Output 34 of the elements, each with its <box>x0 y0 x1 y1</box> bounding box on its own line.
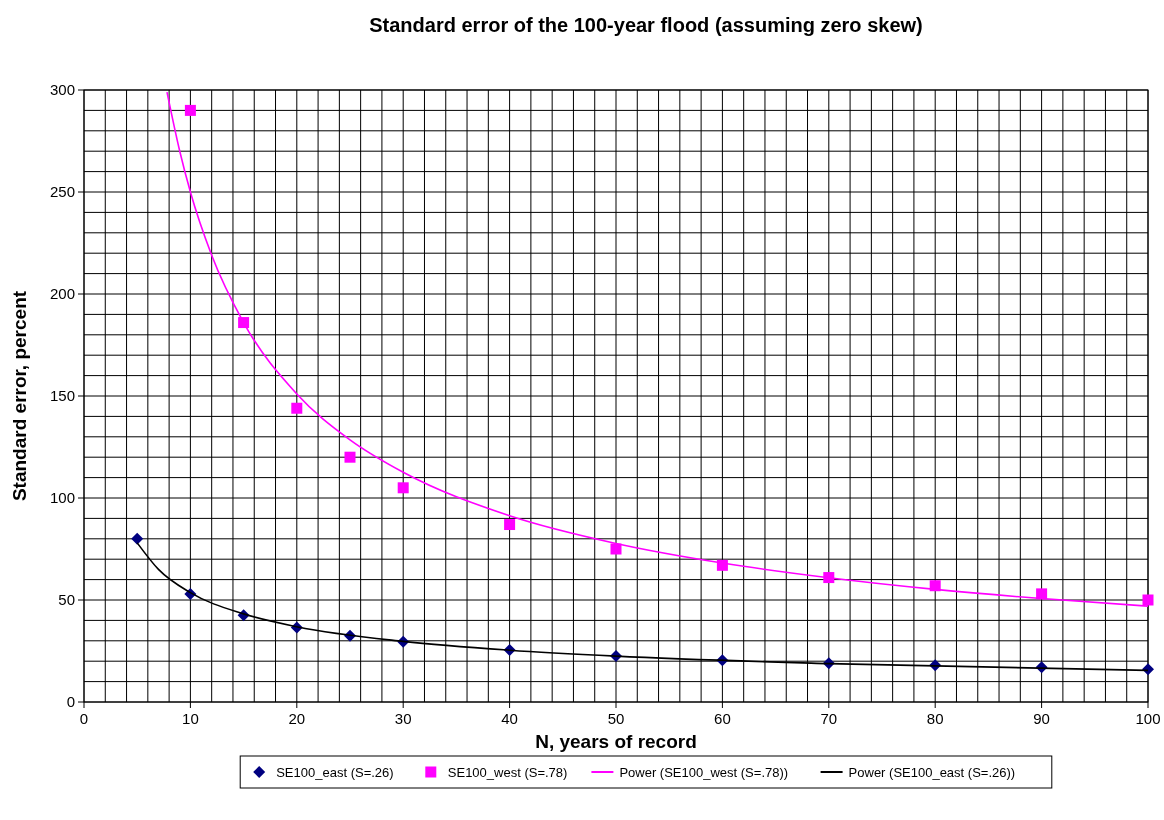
legend-label: Power (SE100_west (S=.78)) <box>619 765 789 780</box>
point <box>344 451 356 463</box>
x-tick-label: 30 <box>394 710 412 727</box>
x-tick-label: 80 <box>926 710 944 727</box>
legend-label: SE100_east (S=.26) <box>276 765 394 780</box>
point <box>610 543 622 555</box>
y-tick-label: 200 <box>49 285 75 302</box>
x-tick-label: 70 <box>820 710 838 727</box>
x-tick-label: 40 <box>501 710 518 727</box>
point <box>184 104 196 116</box>
x-tick-label: 0 <box>79 710 89 727</box>
point <box>291 402 303 414</box>
point <box>1142 594 1154 606</box>
y-axis-title: Standard error, percent <box>9 290 30 502</box>
y-tick-label: 0 <box>66 693 75 710</box>
y-tick-label: 250 <box>49 183 75 200</box>
y-tick-label: 50 <box>58 591 75 608</box>
chart-title: Standard error of the 100-year flood (assuming zero skew) <box>369 14 923 36</box>
legend-label: SE100_west (S=.78) <box>447 765 568 780</box>
point <box>397 482 409 494</box>
x-tick-label: 90 <box>1033 710 1050 727</box>
x-tick-label: 60 <box>714 710 731 727</box>
y-tick-label: 300 <box>49 81 75 98</box>
x-tick-label: 100 <box>1135 710 1161 727</box>
x-tick-label: 50 <box>607 710 625 727</box>
point <box>1142 663 1154 676</box>
x-axis-title: N, years of record <box>535 731 697 752</box>
point <box>504 519 516 531</box>
x-tick-label: 10 <box>182 710 199 727</box>
y-tick-label: 100 <box>49 489 75 506</box>
x-tick-label: 20 <box>288 710 306 727</box>
point <box>131 532 144 545</box>
legend-label: Power (SE100_east (S=.26)) <box>848 765 1016 780</box>
y-tick-label: 150 <box>49 387 75 404</box>
